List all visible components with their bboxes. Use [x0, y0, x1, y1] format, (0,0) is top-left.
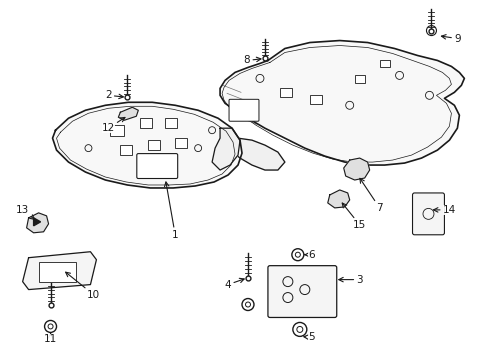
FancyBboxPatch shape — [268, 266, 337, 318]
Text: 12: 12 — [102, 117, 125, 133]
Bar — [310, 95, 322, 104]
Text: 9: 9 — [441, 33, 461, 44]
Bar — [140, 118, 152, 128]
Text: 7: 7 — [360, 178, 383, 213]
Polygon shape — [328, 190, 350, 208]
Polygon shape — [212, 128, 240, 170]
Text: 3: 3 — [339, 275, 363, 285]
Text: 2: 2 — [105, 90, 123, 100]
Text: 14: 14 — [434, 205, 456, 215]
Bar — [148, 140, 160, 150]
Polygon shape — [23, 252, 97, 289]
Bar — [39, 262, 76, 282]
Polygon shape — [220, 138, 285, 170]
Polygon shape — [26, 213, 49, 233]
Polygon shape — [34, 218, 41, 226]
Text: 4: 4 — [225, 278, 244, 289]
Polygon shape — [119, 107, 138, 120]
Text: 10: 10 — [66, 272, 100, 300]
Bar — [380, 60, 390, 67]
Text: 11: 11 — [44, 334, 57, 345]
Text: 8: 8 — [244, 55, 261, 66]
FancyBboxPatch shape — [229, 99, 259, 121]
Text: 6: 6 — [305, 250, 315, 260]
Bar — [110, 125, 124, 136]
Polygon shape — [220, 41, 465, 165]
FancyBboxPatch shape — [413, 193, 444, 235]
Polygon shape — [52, 102, 242, 188]
Bar — [280, 88, 292, 97]
Text: 5: 5 — [304, 332, 315, 342]
Polygon shape — [343, 158, 369, 180]
FancyBboxPatch shape — [137, 154, 178, 179]
Text: 15: 15 — [342, 203, 367, 230]
Text: 1: 1 — [165, 182, 178, 240]
Text: 13: 13 — [16, 205, 34, 219]
Bar — [165, 118, 177, 128]
Bar — [355, 75, 365, 84]
Bar — [121, 145, 132, 155]
Bar — [175, 138, 187, 148]
